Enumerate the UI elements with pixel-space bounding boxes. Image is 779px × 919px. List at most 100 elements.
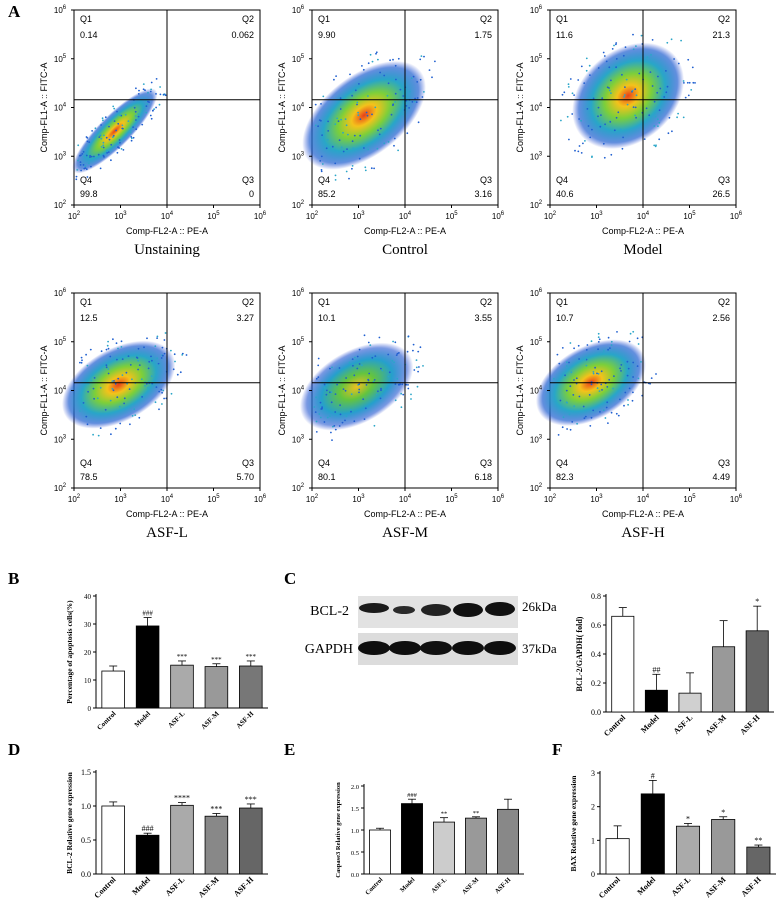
event-dot [619, 128, 622, 131]
event-dot [145, 382, 148, 385]
event-dot [322, 95, 325, 98]
bar-asf-l [433, 821, 455, 875]
event-dot [573, 94, 575, 96]
event-dot [380, 389, 382, 392]
event-dot [100, 350, 103, 353]
event-dot [344, 389, 347, 392]
event-dot [412, 349, 414, 352]
event-dot [661, 95, 663, 98]
event-dot [665, 91, 668, 94]
event-dot [417, 350, 420, 353]
event-dot [319, 416, 322, 419]
bar-asf-h [239, 807, 263, 875]
bar-asf-l [675, 825, 701, 875]
event-dot [323, 383, 326, 386]
event-dot [75, 175, 78, 178]
event-dot [332, 425, 334, 428]
event-dot [116, 151, 119, 154]
event-dot [366, 114, 369, 117]
event-dot [77, 159, 79, 162]
event-dot [663, 96, 666, 98]
event-dot [363, 418, 366, 420]
bar-model [401, 803, 423, 875]
x-tick-label: 105 [207, 494, 220, 504]
event-dot [110, 143, 113, 146]
y-tick-exponent: 6 [539, 288, 543, 294]
category-label: Control [364, 876, 384, 896]
event-dot [112, 338, 114, 341]
event-dot [632, 330, 635, 333]
event-dot [334, 393, 337, 395]
event-dot [400, 392, 403, 395]
event-dot [597, 67, 600, 69]
event-dot [367, 62, 370, 65]
bar-control [369, 829, 391, 875]
event-dot [146, 103, 149, 105]
event-dot [419, 58, 422, 61]
event-dot [109, 355, 112, 358]
blot-band [358, 641, 390, 655]
event-dot [367, 95, 369, 97]
event-dot [371, 60, 374, 63]
event-dot [158, 390, 161, 393]
event-dot [350, 410, 352, 413]
event-dot [375, 393, 378, 396]
event-dot [118, 405, 121, 408]
event-dot [387, 141, 390, 143]
event-dot [632, 376, 634, 378]
event-dot [158, 408, 160, 411]
event-dot [413, 100, 416, 103]
event-dot [616, 331, 618, 333]
quadrant-name-q2: Q2 [480, 14, 492, 24]
event-dot [315, 420, 318, 423]
event-dot [351, 167, 353, 170]
category-label: ASF-M [703, 875, 728, 900]
event-dot [621, 73, 623, 76]
event-dot [339, 404, 341, 407]
category-label: ASF-L [430, 876, 449, 895]
event-dot [573, 347, 575, 350]
event-dot [356, 367, 359, 370]
event-dot [106, 344, 109, 347]
y-axis-title: Comp-FL1-A :: FITC-A [515, 345, 525, 435]
event-dot [94, 136, 97, 139]
event-dot [613, 129, 616, 132]
event-dot [164, 332, 167, 334]
event-dot [584, 415, 587, 418]
x-axis-title: Comp-FL2-A :: PE-A [602, 509, 684, 519]
event-dot [124, 113, 127, 116]
category-label: ASF-M [461, 876, 481, 896]
bar-control [605, 838, 630, 875]
event-dot [105, 136, 108, 139]
event-dot [576, 422, 578, 425]
event-dot [568, 361, 570, 364]
event-dot [329, 367, 331, 370]
x-tick-label: 105 [445, 494, 458, 504]
y-tick-exponent: 4 [63, 386, 67, 392]
y-tick-label: 104 [54, 386, 67, 396]
quadrant-name-q1: Q1 [556, 14, 568, 24]
event-dot [119, 114, 121, 117]
event-dot [646, 56, 649, 59]
event-dot [557, 434, 560, 436]
event-dot [362, 398, 365, 401]
category-label: Control [597, 875, 623, 901]
y-tick-exponent: 3 [301, 434, 305, 440]
event-dot [348, 361, 351, 364]
event-dot [319, 160, 322, 162]
x-tick-exponent: 6 [501, 494, 505, 500]
event-dot [358, 391, 360, 394]
y-tick-label: 102 [54, 200, 67, 210]
y-tick-exponent: 6 [301, 288, 305, 294]
event-dot [407, 384, 409, 386]
y-tick-label: 0.2 [591, 679, 601, 688]
event-dot [392, 103, 395, 106]
event-dot [162, 354, 164, 357]
x-axis-title: Comp-FL2-A :: PE-A [126, 226, 208, 236]
x-tick-exponent: 3 [599, 211, 603, 217]
category-label: Control [92, 875, 118, 901]
event-dot [414, 97, 416, 100]
event-dot [578, 145, 581, 147]
event-dot [558, 362, 561, 365]
